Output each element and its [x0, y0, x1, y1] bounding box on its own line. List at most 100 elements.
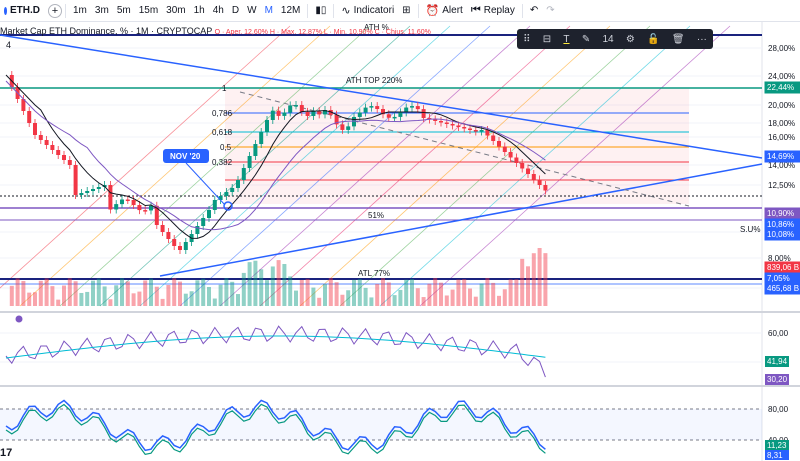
interval-5m[interactable]: 5m [116, 5, 131, 16]
interval-4h[interactable]: 4h [212, 5, 224, 16]
volume-bar [323, 284, 327, 306]
volume-bar [543, 253, 548, 306]
candle-body [108, 185, 113, 210]
interval-w[interactable]: W [247, 5, 257, 16]
candle-body [502, 146, 507, 152]
volume-bar [236, 294, 240, 306]
candle-body [305, 111, 310, 116]
candle-body [497, 141, 501, 147]
volume-bar [421, 297, 426, 306]
add-symbol-button[interactable]: + [48, 3, 62, 18]
more-button[interactable]: ··· [696, 33, 707, 45]
su-label: S.U% [740, 225, 760, 234]
divider [65, 3, 66, 18]
redo-button[interactable]: ↷ [542, 0, 558, 22]
replay-button[interactable]: ⏮ Replay [470, 4, 515, 16]
candle-body [299, 105, 304, 112]
candle-body [520, 163, 525, 169]
interval-1m[interactable]: 1m [73, 5, 87, 16]
volume-bar [189, 291, 194, 306]
interval-3m[interactable]: 3m [94, 5, 109, 16]
volume-bar [178, 281, 182, 306]
candle-body [531, 174, 536, 180]
interval-d[interactable]: D [231, 5, 240, 16]
undo-button[interactable]: ↶ [526, 0, 542, 22]
volume-bar [346, 290, 351, 306]
candle-body [491, 135, 496, 141]
volume-bar [154, 286, 159, 306]
candle-body [543, 185, 548, 191]
volume-bar [497, 295, 501, 306]
volume-bar [137, 291, 142, 306]
candle-body [392, 116, 397, 119]
indicators-button[interactable]: ∿ Indicatori [341, 5, 395, 17]
text-color-icon[interactable]: T [563, 33, 570, 45]
symbol-search[interactable]: ETH.D [0, 0, 44, 22]
nov-marker [223, 201, 233, 211]
candle-body [50, 145, 55, 150]
lock-icon[interactable]: 🔓 [647, 33, 660, 45]
indicators-icon: ∿ [341, 5, 351, 17]
price-tick-label: 24,00% [768, 72, 795, 81]
candle-body [352, 116, 356, 127]
candle-body [79, 193, 84, 195]
candle-body [137, 205, 142, 211]
price-tag-label: 10,08% [767, 230, 794, 239]
candle-body [96, 187, 101, 189]
moving-average-line [5, 80, 546, 231]
candle-body [375, 106, 380, 110]
volume-bar [415, 288, 420, 306]
indicator-settings-icon [15, 315, 23, 323]
interval-30m[interactable]: 30m [166, 5, 186, 16]
fib-1-label: 1 [222, 84, 227, 93]
rsi-line [5, 325, 546, 378]
volume-bar [456, 279, 461, 306]
volume-bar [468, 288, 472, 306]
candle-body [439, 121, 443, 123]
volume-bar [9, 285, 14, 306]
price-tick-label: 8,00% [768, 254, 791, 263]
candle-body [230, 188, 235, 192]
volume-bar [317, 297, 322, 306]
legend-ohlc: O · Aper. 12,60% H · Max. 12,87% L · Min… [214, 29, 431, 36]
interval-15m[interactable]: 15m [138, 5, 159, 16]
trash-icon[interactable]: 🗑 [671, 33, 685, 45]
interval-m[interactable]: M [264, 5, 273, 16]
chart-area[interactable]: NOV '20 ATH TOP 220% ATL 77% ATH % 51% S.U% 0,… [0, 22, 800, 461]
candle-body [357, 112, 362, 117]
price-tag-label: 10,86% [767, 220, 794, 229]
drag-handle-icon[interactable]: ⠿ [523, 33, 531, 45]
brush-size[interactable]: 14 [602, 33, 614, 45]
candle-body [247, 156, 252, 168]
candle-body [404, 107, 409, 113]
candle-body [508, 152, 513, 158]
templates-button[interactable]: ⊞ [398, 0, 414, 22]
candle-body [38, 135, 43, 140]
price-tick-label: 14,00% [768, 161, 795, 170]
volume-bar [294, 290, 298, 306]
volume-bar [340, 294, 345, 306]
interval-12m[interactable]: 12M [280, 5, 301, 16]
interval-1h[interactable]: 1h [193, 5, 205, 16]
candle-body [317, 111, 322, 115]
candle-type-button[interactable]: ▮▯ [311, 0, 330, 22]
candle-body [363, 107, 368, 113]
select-icon[interactable]: ⊟ [542, 33, 552, 45]
symbol-icon [4, 6, 7, 15]
alert-button[interactable]: ⏰ Alert [425, 5, 463, 17]
volume-bar [247, 262, 252, 306]
price-tag [764, 282, 800, 295]
volume-bar [56, 299, 61, 306]
volume-bar [444, 295, 449, 306]
undo-icon: ↶ [529, 5, 539, 16]
volume-bar [73, 281, 78, 306]
fill-icon[interactable]: ✎ [581, 33, 591, 45]
descending-trendline [0, 34, 763, 159]
volume-bar [276, 260, 281, 306]
candle-body [398, 112, 403, 117]
settings-icon[interactable]: ⚙ [625, 33, 635, 45]
ath-pct-label: ATH % [364, 23, 389, 32]
top-toolbar: ETH.D + 1m 3m 5m 15m 30m 1h 4h D W M 12M ▮▯ ∿ Indic… [0, 0, 800, 22]
candle-body [212, 200, 217, 210]
divider [307, 3, 309, 18]
